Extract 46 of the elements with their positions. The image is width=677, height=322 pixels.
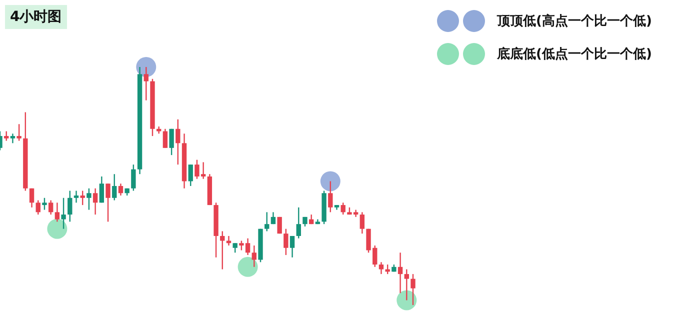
candlestick	[252, 244, 256, 268]
candlestick	[410, 273, 416, 306]
candlestick	[112, 174, 117, 201]
chart-title: 4小时图	[5, 5, 67, 29]
candlestick	[48, 200, 54, 216]
candlestick	[106, 183, 110, 222]
candlestick	[226, 235, 232, 246]
candlestick	[16, 124, 22, 142]
candlestick	[398, 252, 403, 294]
candlestick	[54, 202, 60, 222]
candlestick	[328, 180, 333, 213]
candlestick	[10, 133, 16, 144]
candlestick	[92, 188, 98, 216]
legend-label: 底底低(低点一个比一个低)	[497, 46, 652, 63]
candlestick	[290, 235, 295, 258]
candlestick	[68, 190, 72, 222]
candlestick	[360, 212, 365, 234]
candlestick	[118, 183, 124, 196]
candlestick	[404, 268, 409, 301]
point	[47, 218, 68, 239]
candlestick	[4, 130, 9, 142]
candlestick	[220, 230, 225, 270]
point	[396, 290, 417, 310]
candlestick	[188, 164, 193, 187]
candlestick	[131, 164, 136, 192]
candlestick	[144, 66, 148, 101]
point	[320, 171, 340, 192]
point	[238, 256, 258, 277]
candlestick	[86, 188, 92, 210]
candlestick	[99, 176, 104, 204]
candlestick	[36, 200, 40, 216]
candlestick	[29, 188, 34, 208]
legend-label: 顶顶低(高点一个比一个低)	[497, 12, 652, 30]
candlestick	[296, 206, 301, 239]
candlestick	[80, 190, 85, 206]
candlestick	[378, 262, 384, 275]
candlestick	[176, 118, 180, 166]
candlestick	[284, 228, 288, 256]
candlestick	[169, 128, 174, 156]
candlestick	[340, 202, 346, 216]
candlestick	[264, 212, 270, 232]
candlestick	[61, 197, 66, 230]
candlestick	[74, 190, 79, 204]
candlestick	[162, 128, 168, 149]
candlestick	[42, 197, 47, 210]
candlestick	[232, 242, 238, 254]
